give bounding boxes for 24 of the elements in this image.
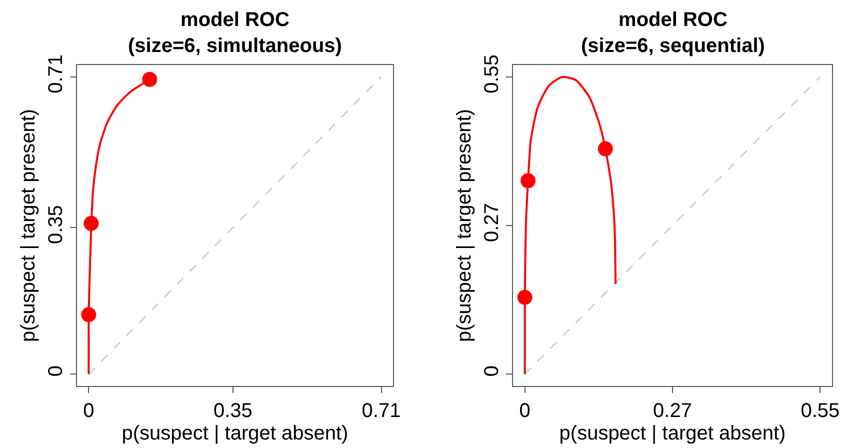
x-tick-label: 0.27 [653,400,692,422]
y-tick-label: 0 [45,366,67,377]
x-tick-label: 0.55 [800,400,840,422]
point [598,141,613,156]
x-tick-label: 0 [83,400,94,422]
x-axis-title: p(suspect | target absent) [559,422,786,444]
x-tick-label: 0 [519,400,530,422]
y-tick-label: 0.35 [45,205,67,244]
point [517,290,532,305]
y-tick-label: 0.71 [45,54,67,94]
point [142,72,158,87]
y-tick-label: 0.55 [481,54,504,94]
x-tick-label: 0.71 [362,400,401,422]
point [84,216,99,231]
y-axis-title: p(suspect | target present) [18,108,40,342]
x-axis-title: p(suspect | target absent) [122,422,348,444]
y-tick-label: 0.27 [481,203,504,242]
chart-title: model ROC (size=6, sequential) [581,9,765,57]
chart-title: model ROC (size=6, simultaneous) [128,9,342,57]
y-axis-title: p(suspect | target present) [454,108,476,342]
point [520,173,536,188]
point [81,307,96,322]
x-tick-label: 0.35 [213,400,252,422]
y-tick-label: 0 [481,366,504,377]
